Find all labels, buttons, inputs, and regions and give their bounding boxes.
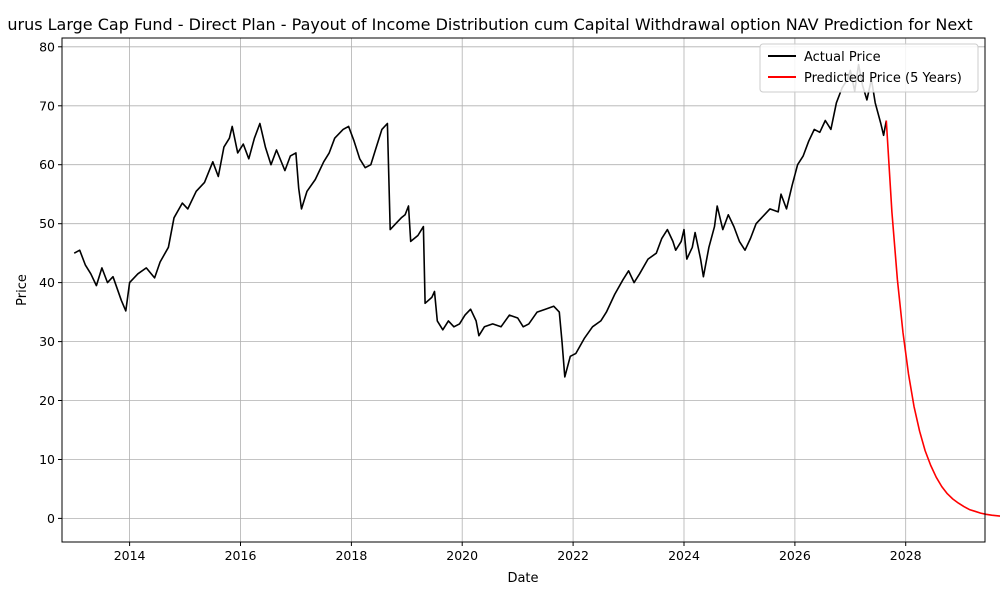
y-tick-label: 40 (39, 275, 55, 290)
legend-label-predicted: Predicted Price (5 Years) (804, 71, 962, 86)
actual-price-line (73, 63, 888, 378)
series-lines (73, 63, 1000, 517)
x-tick-label: 2026 (779, 548, 811, 563)
x-axis-ticks: 2014 2016 2018 2020 2022 2024 2026 2028 (114, 542, 922, 563)
predicted-price-line (885, 120, 1000, 517)
x-axis-label: Date (507, 571, 538, 586)
x-tick-label: 2016 (225, 548, 257, 563)
y-tick-label: 30 (39, 334, 55, 349)
plot-area-frame (61, 37, 986, 543)
y-tick-label: 20 (39, 393, 55, 408)
y-axis-ticks: 0 10 20 30 40 50 60 70 80 (39, 39, 62, 526)
legend-label-actual: Actual Price (804, 50, 881, 65)
y-tick-label: 0 (47, 511, 55, 526)
y-tick-label: 10 (39, 452, 55, 467)
x-tick-label: 2020 (446, 548, 478, 563)
y-tick-label: 70 (39, 98, 55, 113)
chart-title: urus Large Cap Fund - Direct Plan - Payo… (7, 15, 972, 34)
y-tick-label: 80 (39, 39, 55, 54)
y-tick-label: 50 (39, 216, 55, 231)
y-axis-label: Price (15, 274, 30, 306)
x-tick-label: 2018 (335, 548, 367, 563)
x-tick-label: 2014 (114, 548, 146, 563)
legend: Actual Price Predicted Price (5 Years) (759, 43, 979, 93)
legend-box (759, 43, 979, 93)
y-tick-label: 60 (39, 157, 55, 172)
x-tick-label: 2028 (890, 548, 922, 563)
grid-lines (62, 38, 985, 542)
x-tick-label: 2022 (557, 548, 589, 563)
x-tick-label: 2024 (668, 548, 700, 563)
